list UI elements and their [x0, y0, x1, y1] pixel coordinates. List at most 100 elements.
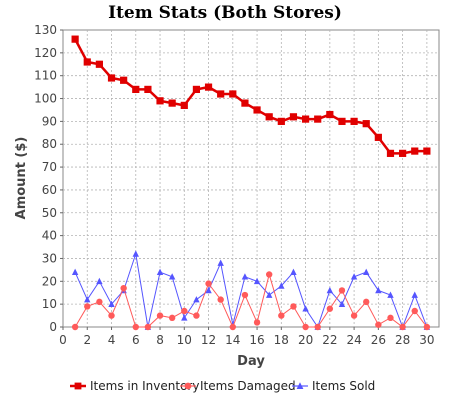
data-point-items-damaged	[387, 314, 394, 322]
data-point-items-sold	[156, 268, 164, 275]
x-tick-label: 2	[83, 333, 91, 347]
data-point-items-in-inventory	[411, 147, 419, 155]
x-tick-label: 12	[201, 333, 216, 347]
data-point-items-sold	[181, 314, 188, 321]
data-point-items-damaged	[108, 312, 115, 319]
y-tick-label: 30	[42, 251, 57, 265]
data-point-items-sold	[217, 259, 224, 266]
grid	[63, 30, 439, 327]
data-point-items-in-inventory	[192, 85, 201, 93]
data-point-items-in-inventory	[107, 74, 116, 82]
y-tick-label: 20	[42, 274, 57, 288]
legend-swatch-marker	[74, 382, 82, 390]
y-tick-label: 90	[42, 114, 57, 128]
data-point-items-in-inventory	[350, 117, 358, 125]
data-point-items-sold	[108, 300, 115, 307]
data-point-items-in-inventory	[168, 99, 176, 107]
series-line-items-sold	[74, 253, 428, 329]
data-point-items-sold	[363, 268, 370, 275]
data-point-items-in-inventory	[265, 113, 273, 121]
series-layer	[71, 35, 431, 331]
x-tick-label: 28	[395, 333, 410, 347]
x-tick-label: 4	[108, 333, 116, 347]
data-point-items-damaged	[338, 287, 346, 294]
y-tick-label: 120	[34, 46, 57, 60]
data-point-items-in-inventory	[289, 113, 298, 121]
data-point-items-damaged	[193, 312, 200, 319]
data-point-items-damaged	[302, 323, 309, 331]
data-point-items-damaged	[290, 303, 297, 310]
data-point-items-sold	[411, 291, 418, 298]
data-point-items-in-inventory	[362, 120, 370, 128]
legend-item-items-sold: Items Sold	[292, 379, 375, 393]
data-point-items-damaged	[363, 298, 370, 306]
data-point-items-damaged	[326, 305, 334, 312]
series-line-items-damaged	[74, 272, 428, 329]
data-point-items-damaged	[411, 307, 418, 315]
y-tick-label: 70	[42, 160, 57, 174]
legend-label: Items Sold	[312, 379, 375, 393]
y-tick-label: 110	[34, 69, 57, 83]
x-tick-label: 6	[132, 333, 140, 347]
data-point-items-in-inventory	[314, 115, 322, 123]
data-point-items-sold	[71, 268, 79, 275]
data-point-items-damaged	[84, 303, 91, 310]
chart-title: Item Stats (Both Stores)	[108, 3, 342, 23]
data-point-items-sold	[387, 291, 394, 298]
data-point-items-damaged	[168, 314, 176, 322]
data-point-items-sold	[278, 282, 285, 289]
data-point-items-sold	[290, 268, 297, 275]
data-point-items-sold	[350, 273, 358, 280]
legend: Items in Inventory Items Damaged Items Sol…	[70, 379, 375, 393]
data-point-items-damaged	[265, 271, 273, 278]
data-point-items-damaged	[350, 312, 358, 319]
y-tick-label: 80	[42, 137, 57, 151]
data-point-items-in-inventory	[386, 149, 395, 157]
axes: 0 2 4 6 8 10 12 14 16 18 20 22 24 26 28 300102030405060…	[34, 23, 434, 347]
data-point-items-in-inventory	[83, 58, 91, 66]
x-tick-label: 0	[59, 333, 67, 347]
data-point-items-damaged	[132, 323, 139, 331]
data-point-items-damaged	[217, 296, 224, 303]
data-point-items-in-inventory	[326, 110, 334, 119]
data-point-items-sold	[205, 286, 212, 294]
data-point-items-in-inventory	[399, 149, 407, 157]
data-point-items-damaged	[205, 280, 212, 287]
data-point-items-in-inventory	[241, 99, 249, 107]
x-tick-label: 18	[274, 333, 289, 347]
series-items-in-inventory	[71, 35, 431, 157]
legend-swatch-marker	[296, 382, 304, 389]
data-point-items-in-inventory	[374, 133, 382, 141]
x-tick-label: 20	[298, 333, 313, 347]
data-point-items-sold	[326, 286, 334, 294]
data-point-items-damaged	[241, 291, 249, 299]
data-point-items-sold	[265, 291, 273, 298]
data-point-items-in-inventory	[156, 97, 164, 105]
data-point-items-damaged	[120, 284, 127, 292]
data-point-items-damaged	[423, 323, 431, 331]
data-point-items-damaged	[96, 298, 103, 306]
x-tick-label: 8	[156, 333, 164, 347]
plot-area	[62, 29, 440, 328]
data-point-items-in-inventory	[95, 60, 103, 68]
data-point-items-in-inventory	[132, 85, 140, 93]
data-point-items-in-inventory	[71, 35, 79, 43]
data-point-items-sold	[253, 277, 261, 285]
x-tick-label: 26	[371, 333, 386, 347]
data-point-items-sold	[84, 296, 91, 303]
data-point-items-in-inventory	[338, 117, 346, 125]
data-point-items-sold	[193, 296, 200, 303]
x-tick-label: 30	[419, 333, 434, 347]
data-point-items-in-inventory	[204, 83, 213, 91]
y-tick-label: 10	[42, 297, 57, 311]
data-point-items-in-inventory	[301, 115, 310, 123]
y-tick-label: 40	[42, 229, 57, 243]
data-point-items-in-inventory	[144, 85, 152, 93]
legend-label: Items in Inventory	[90, 379, 199, 393]
data-point-items-sold	[96, 277, 103, 285]
y-tick-label: 0	[49, 320, 57, 334]
x-tick-label: 16	[249, 333, 264, 347]
y-tick-label: 130	[34, 23, 57, 37]
data-point-items-damaged	[144, 323, 152, 331]
